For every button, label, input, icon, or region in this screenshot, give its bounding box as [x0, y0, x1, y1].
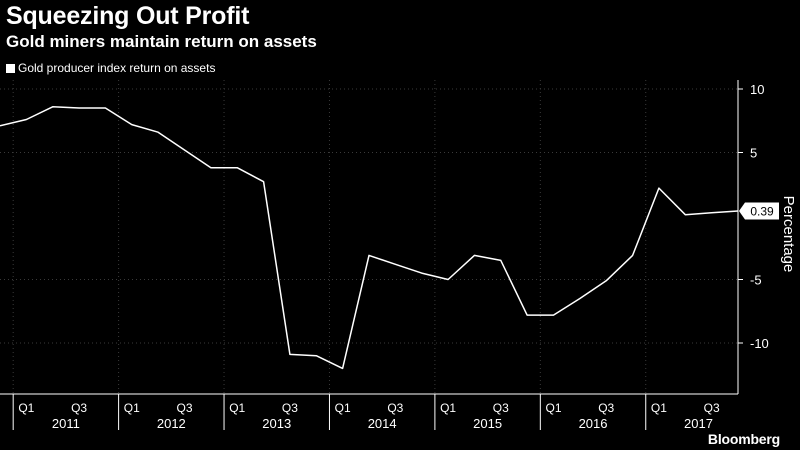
annotation-layer: 0.39 — [739, 202, 779, 220]
last-value-callout: 0.39 — [739, 202, 779, 220]
x-tick-label: Q3 — [282, 401, 298, 415]
y-tick-label: -5 — [750, 273, 762, 288]
y-tick-label: -10 — [750, 336, 769, 351]
x-tick-label: Q3 — [387, 401, 403, 415]
series-line — [0, 106, 739, 370]
y-tick-label: 10 — [750, 82, 764, 97]
x-year-label: 2011 — [52, 416, 80, 431]
chart-legend: Gold producer index return on assets — [6, 60, 215, 76]
legend-label: Gold producer index return on assets — [18, 61, 216, 75]
axis-layer: 10 5 -5 -10 Percentage Q1 Q3 Q1 Q3 Q1 Q3 Q1 Q3 Q1 Q3 Q1… — [0, 80, 797, 431]
x-tick-label: Q1 — [651, 401, 667, 415]
grid-layer — [0, 80, 738, 394]
x-year-label: 2012 — [157, 416, 186, 431]
y-axis-title: Percentage — [780, 196, 797, 273]
x-year-label: 2015 — [473, 416, 502, 431]
x-tick-label: Q1 — [335, 401, 351, 415]
x-year-label: 2017 — [684, 416, 713, 431]
x-tick-label: Q1 — [229, 401, 245, 415]
bloomberg-logo: Bloomberg — [707, 431, 780, 447]
x-tick-label: Q3 — [176, 401, 192, 415]
x-tick-label: Q1 — [545, 401, 561, 415]
callout-value-label: 0.39 — [750, 205, 774, 219]
x-tick-label: Q3 — [493, 401, 509, 415]
chart-subtitle: Gold miners maintain return on assets — [6, 32, 317, 51]
x-year-label: 2013 — [262, 416, 291, 431]
legend-swatch-icon — [6, 63, 15, 73]
x-year-label: 2014 — [368, 416, 397, 431]
x-tick-label: Q1 — [124, 401, 140, 415]
x-year-label: 2016 — [579, 416, 608, 431]
callout-box — [739, 202, 779, 220]
series-layer — [0, 106, 739, 370]
y-tick-label: 5 — [750, 146, 757, 161]
x-tick-label: Q3 — [598, 401, 614, 415]
x-tick-label: Q1 — [440, 401, 456, 415]
chart-title: Squeezing Out Profit — [6, 2, 250, 30]
x-tick-label: Q1 — [18, 401, 34, 415]
x-tick-label: Q3 — [704, 401, 720, 415]
x-tick-label: Q3 — [71, 401, 87, 415]
